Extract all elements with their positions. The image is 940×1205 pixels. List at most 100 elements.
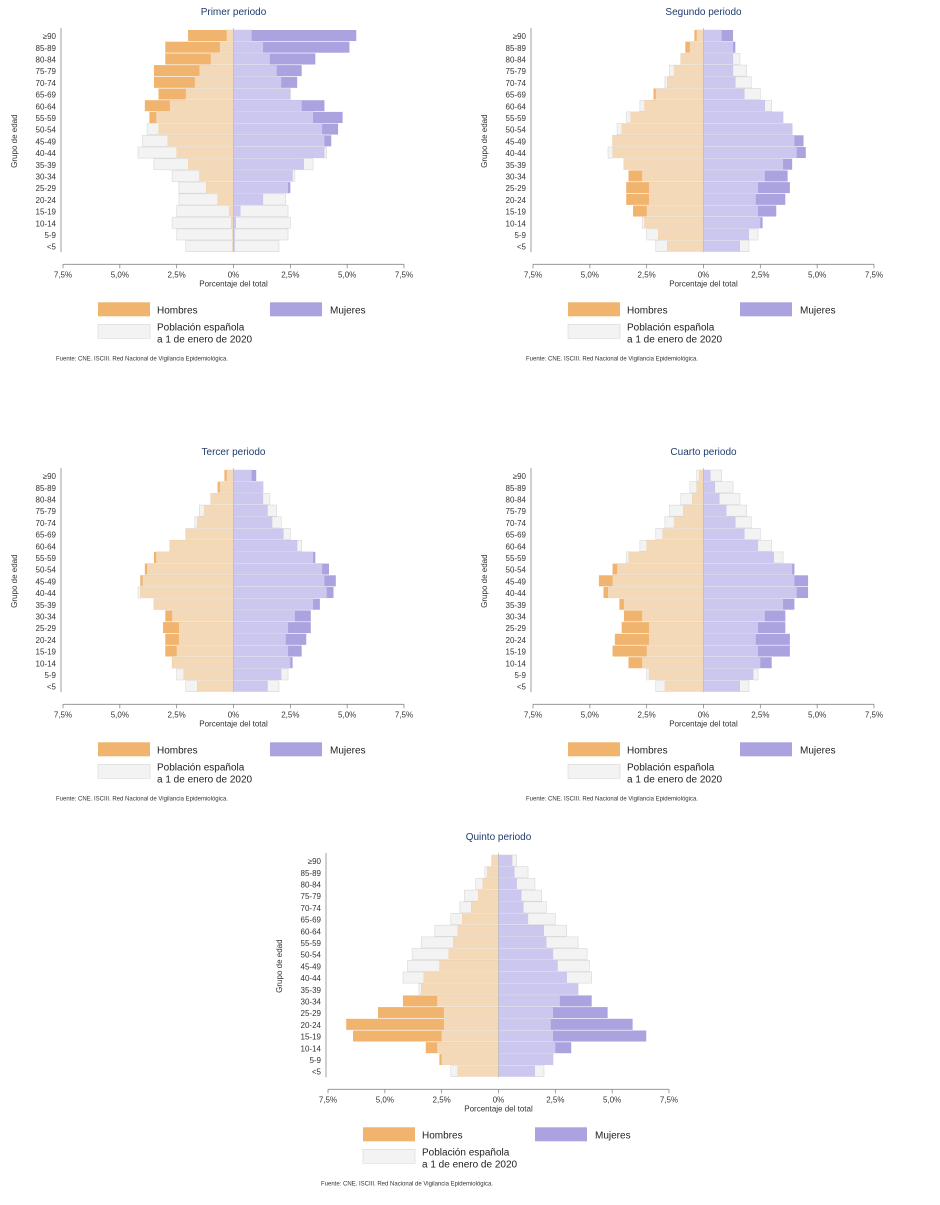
bar-hombres xyxy=(378,1007,499,1019)
age-group-label: 40-44 xyxy=(36,589,57,598)
legend-label-mujeres: Mujeres xyxy=(595,1130,631,1141)
x-tick-label: 5,0% xyxy=(111,270,129,279)
y-axis-label: Grupo de edad xyxy=(480,554,489,607)
bar-mujeres-overlap xyxy=(498,972,567,984)
age-group-label: 75-79 xyxy=(36,507,57,516)
bar-hombres-overlap xyxy=(612,135,704,147)
y-axis-label: Grupo de edad xyxy=(10,554,19,607)
bar-hombres-overlap xyxy=(176,147,234,159)
bar-hombres-overlap xyxy=(642,610,704,622)
age-group-label: 20-24 xyxy=(506,196,527,205)
legend-label-hombres: Hombres xyxy=(157,305,198,316)
x-tick-label: 5,0% xyxy=(111,710,129,719)
bar-mujeres-overlap xyxy=(498,1030,554,1042)
bar-mujeres-overlap xyxy=(233,622,289,634)
age-group-label: 55-59 xyxy=(506,114,527,123)
bar-mujeres xyxy=(233,41,350,53)
age-group-label: 10-14 xyxy=(36,219,57,228)
bar-mujeres-overlap xyxy=(498,901,524,913)
age-group-label: <5 xyxy=(47,683,57,692)
bar-hombres-overlap xyxy=(176,645,234,657)
bar-mujeres-overlap xyxy=(233,575,325,587)
legend-label-hombres: Hombres xyxy=(627,745,668,756)
bar-hombres-overlap xyxy=(642,170,704,182)
pyramid-svg: Cuarto periodo ≥90 85-89 80-84 75-79 70-74 65-… xyxy=(480,447,883,802)
bar-mujeres-overlap xyxy=(703,100,765,112)
bar-hombres-overlap xyxy=(667,76,704,88)
bar-mujeres-overlap xyxy=(703,680,740,692)
age-group-label: 30-34 xyxy=(301,998,322,1007)
bar-mujeres-overlap xyxy=(233,633,286,645)
bar-mujeres-overlap xyxy=(233,493,264,505)
legend-label-mujeres: Mujeres xyxy=(330,745,366,756)
bar-hombres-overlap xyxy=(648,633,704,645)
age-group-label: <5 xyxy=(47,243,57,252)
bar-mujeres-overlap xyxy=(498,936,547,948)
pyramid-svg: Primer periodo ≥90 85-89 80-84 75-79 70-74 65-… xyxy=(10,7,413,362)
bar-mujeres-overlap xyxy=(703,598,784,610)
x-tick-label: 5,0% xyxy=(808,710,826,719)
bar-mujeres-overlap xyxy=(703,217,761,229)
legend-swatch-poblacion xyxy=(567,323,621,339)
bar-hombres-overlap xyxy=(482,878,499,890)
x-tick-label: 2,5% xyxy=(433,1095,451,1104)
bar-mujeres xyxy=(233,30,357,42)
x-tick-label: 2,5% xyxy=(281,710,299,719)
legend-swatch-mujeres xyxy=(270,742,322,757)
x-tick-label: 7,5% xyxy=(395,710,413,719)
bar-hombres-overlap xyxy=(210,493,234,505)
bar-hombres-overlap xyxy=(617,563,704,575)
legend-swatch-hombres xyxy=(568,302,620,317)
bar-mujeres-overlap xyxy=(233,657,291,669)
x-tick-label: 2,5% xyxy=(168,270,186,279)
x-tick-label: 0% xyxy=(698,270,710,279)
pyramid-panel-segundo-periodo: Segundo periodo ≥90 85-89 80-84 75-79 70-74 65… xyxy=(470,0,940,380)
bar-mujeres-overlap xyxy=(233,228,235,240)
y-axis-label: Grupo de edad xyxy=(275,939,284,992)
bar-hombres-overlap xyxy=(642,657,704,669)
bar-hombres-overlap xyxy=(630,111,704,123)
age-group-label: 60-64 xyxy=(506,102,527,111)
age-group-label: ≥90 xyxy=(43,472,57,481)
bar-mujeres-overlap xyxy=(703,88,745,100)
bar-mujeres-overlap xyxy=(703,505,727,517)
ref-bar-hombres xyxy=(176,205,234,217)
bar-hombres xyxy=(153,76,234,88)
bar-mujeres-overlap xyxy=(233,100,302,112)
age-group-label: 25-29 xyxy=(36,624,57,633)
bar-mujeres-overlap xyxy=(703,228,749,240)
bar-mujeres-overlap xyxy=(498,948,554,960)
age-group-label: 25-29 xyxy=(506,184,527,193)
age-group-label: 50-54 xyxy=(506,566,527,575)
bar-hombres-overlap xyxy=(462,913,499,925)
ref-bar-hombres xyxy=(176,228,234,241)
x-tick-label: 7,5% xyxy=(54,710,72,719)
bar-mujeres-overlap xyxy=(233,610,295,622)
bar-hombres-overlap xyxy=(689,41,704,53)
age-group-label: 75-79 xyxy=(506,507,527,516)
legend-label-poblacion-line2: a 1 de enero de 2020 xyxy=(157,774,253,785)
age-group-label: 65-69 xyxy=(506,531,527,540)
bar-mujeres-overlap xyxy=(233,528,284,540)
bar-mujeres-overlap xyxy=(703,493,720,505)
x-tick-label: 2,5% xyxy=(638,710,656,719)
legend-label-hombres: Hombres xyxy=(627,305,668,316)
bar-mujeres-overlap xyxy=(233,563,323,575)
bar-mujeres-overlap xyxy=(233,598,314,610)
age-group-label: 35-39 xyxy=(506,601,527,610)
bar-hombres-overlap xyxy=(188,158,234,170)
legend-swatch-mujeres xyxy=(535,1127,587,1142)
legend-label-mujeres: Mujeres xyxy=(330,305,366,316)
bar-hombres-overlap xyxy=(658,228,704,240)
bar-hombres-overlap xyxy=(692,493,704,505)
age-group-label: 50-54 xyxy=(36,126,57,135)
bar-hombres-overlap xyxy=(698,470,704,482)
bar-mujeres-overlap xyxy=(703,30,722,42)
bar-hombres-overlap xyxy=(219,481,234,493)
bar-hombres xyxy=(188,30,234,42)
bar-mujeres-overlap xyxy=(703,622,759,634)
age-group-label: 15-19 xyxy=(36,648,57,657)
age-group-label: 55-59 xyxy=(36,554,57,563)
age-group-label: ≥90 xyxy=(43,32,57,41)
